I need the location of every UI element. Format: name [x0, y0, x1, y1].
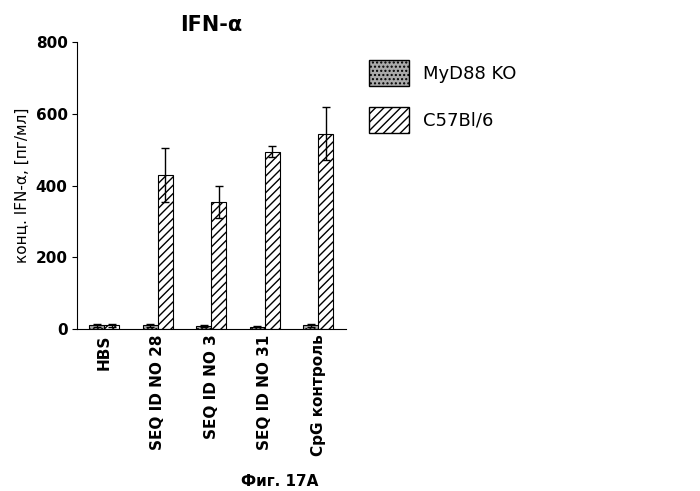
- Y-axis label: конц. IFN-α, [пг/мл]: конц. IFN-α, [пг/мл]: [15, 108, 30, 263]
- Bar: [104, 326, 120, 329]
- Bar: [90, 326, 104, 329]
- Bar: [265, 152, 280, 329]
- Text: Фиг. 17A: Фиг. 17A: [241, 474, 318, 489]
- Bar: [250, 327, 265, 329]
- Bar: [197, 326, 211, 329]
- Legend: MyD88 KO, C57Bl/6: MyD88 KO, C57Bl/6: [360, 51, 526, 142]
- Bar: [318, 134, 333, 329]
- Bar: [211, 202, 226, 329]
- Title: IFN-α: IFN-α: [181, 15, 242, 35]
- Bar: [143, 326, 158, 329]
- Bar: [303, 326, 319, 329]
- Bar: [158, 175, 173, 329]
